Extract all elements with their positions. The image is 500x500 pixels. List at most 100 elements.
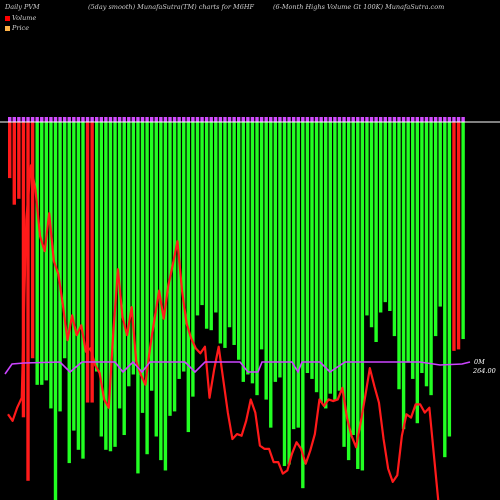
- volume-bar-cap: [365, 117, 369, 122]
- volume-bar-cap: [127, 117, 131, 122]
- volume-bar: [90, 122, 94, 403]
- volume-bar-cap: [438, 117, 442, 122]
- volume-bar: [182, 122, 186, 372]
- volume-bar: [456, 122, 461, 350]
- volume-bar-cap: [85, 117, 90, 122]
- volume-bar-cap: [163, 117, 168, 122]
- volume-bar-cap: [420, 117, 424, 122]
- volume-bar: [443, 122, 447, 458]
- volume-bar: [30, 122, 35, 359]
- volume-bar: [383, 122, 387, 303]
- volume-bar: [319, 122, 323, 403]
- volume-bar-cap: [81, 117, 85, 122]
- volume-bar-cap: [186, 117, 191, 122]
- avg-value-label: 0M: [474, 358, 485, 366]
- volume-bar: [310, 122, 314, 379]
- volume-bar-cap: [246, 117, 250, 122]
- volume-bar: [72, 122, 76, 431]
- volume-bar-cap: [12, 117, 16, 122]
- volume-bar-cap: [113, 117, 117, 122]
- volume-bar-cap: [76, 117, 81, 122]
- volume-bar-cap: [26, 117, 30, 122]
- volume-bar-cap: [108, 117, 113, 122]
- volume-bar-cap: [305, 117, 310, 122]
- volume-bar-cap: [136, 117, 140, 122]
- volume-bar-cap: [40, 117, 44, 122]
- volume-bar: [351, 122, 355, 436]
- volume-bar-cap: [397, 117, 401, 122]
- volume-bar: [62, 122, 67, 359]
- volume-bar: [113, 122, 117, 447]
- volume-bar: [76, 122, 81, 450]
- volume-bar: [218, 122, 223, 344]
- volume-bar: [259, 122, 264, 350]
- volume-bar: [67, 122, 71, 464]
- volume-bar-cap: [314, 117, 319, 122]
- volume-bar-cap: [255, 117, 259, 122]
- volume-bar: [328, 122, 332, 394]
- volume-bar-cap: [378, 117, 383, 122]
- volume-bar-cap: [214, 117, 218, 122]
- volume-bar-cap: [159, 117, 163, 122]
- volume-bar: [406, 122, 410, 363]
- legend-volume-label: Volume: [12, 14, 37, 22]
- volume-bar: [291, 122, 296, 430]
- volume-bar: [255, 122, 259, 396]
- volume-bar-cap: [429, 117, 433, 122]
- volume-bar: [296, 122, 300, 428]
- volume-bar: [140, 122, 145, 413]
- volume-bar-cap: [17, 117, 21, 122]
- price-line: [7, 164, 440, 500]
- volume-bar-cap: [461, 117, 465, 122]
- volume-bar: [356, 122, 360, 469]
- volume-bar: [117, 122, 122, 409]
- volume-bar: [53, 122, 58, 500]
- volume-bar-cap: [337, 117, 342, 122]
- volume-bar-cap: [287, 117, 291, 122]
- volume-bar: [433, 122, 438, 337]
- volume-bar-cap: [328, 117, 332, 122]
- volume-bar-cap: [131, 117, 136, 122]
- legend-price-swatch: [5, 25, 10, 31]
- volume-bar-cap: [62, 117, 67, 122]
- volume-bar-cap: [406, 117, 410, 122]
- volume-bar-cap: [346, 117, 351, 122]
- volume-bar-cap: [227, 117, 232, 122]
- volume-bar: [246, 122, 250, 375]
- volume-bar-cap: [411, 117, 415, 122]
- volume-bar-cap: [392, 117, 397, 122]
- volume-bar-cap: [269, 117, 273, 122]
- legend-volume: Volume: [5, 14, 36, 22]
- volume-bar: [191, 122, 195, 397]
- volume-bar-cap: [21, 117, 26, 122]
- volume-bar: [305, 122, 310, 374]
- header-left: Daily PVM: [5, 3, 40, 11]
- volume-bar: [154, 122, 158, 437]
- volume-bar: [360, 122, 365, 471]
- volume-bar: [159, 122, 163, 461]
- volume-bar-cap: [195, 117, 200, 122]
- volume-bar: [149, 122, 154, 391]
- volume-bar: [429, 122, 433, 396]
- volume-bar: [452, 122, 456, 351]
- volume-bar: [209, 122, 213, 331]
- volume-bar: [44, 122, 49, 381]
- volume-bar: [250, 122, 255, 384]
- volume-bar: [282, 122, 287, 467]
- volume-bar: [104, 122, 108, 450]
- volume-bar: [131, 122, 136, 375]
- volume-bar: [420, 122, 424, 374]
- volume-bar-cap: [388, 117, 392, 122]
- volume-bar: [26, 122, 30, 481]
- volume-bar: [392, 122, 397, 337]
- volume-bar-cap: [250, 117, 255, 122]
- legend-price-label: Price: [12, 24, 30, 32]
- volume-bar: [12, 122, 16, 205]
- volume-bar-cap: [182, 117, 186, 122]
- volume-bar-cap: [351, 117, 355, 122]
- volume-bar-cap: [360, 117, 365, 122]
- volume-bar-cap: [237, 117, 241, 122]
- volume-bar: [40, 122, 44, 385]
- volume-bar-cap: [58, 117, 62, 122]
